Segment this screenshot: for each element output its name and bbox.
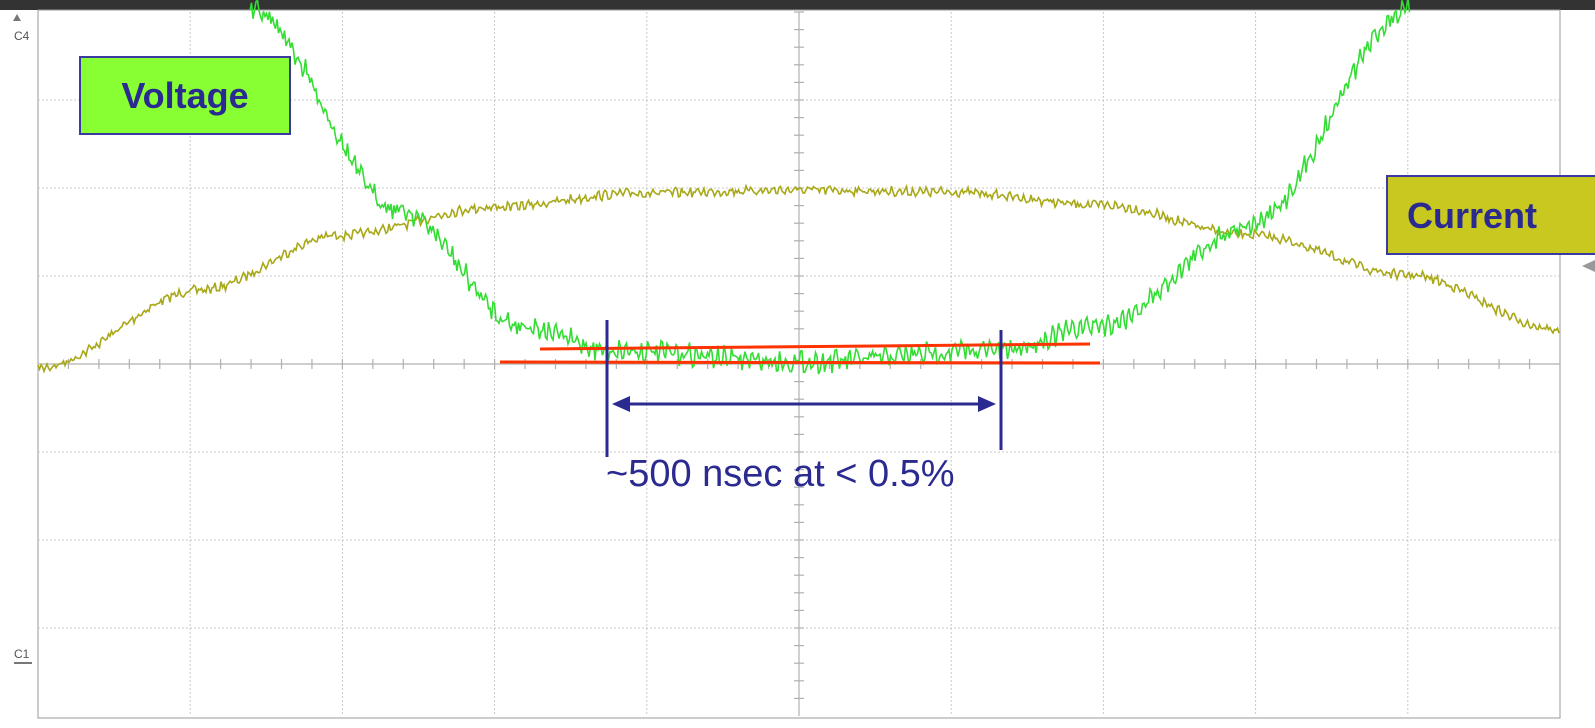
- reference-line: [500, 362, 1100, 363]
- channel-marker: C4: [14, 29, 30, 43]
- page: {"labels": {"voltage": "Voltage", "curre…: [0, 0, 1595, 728]
- channel-marker: C1: [14, 647, 30, 661]
- current-label: Current: [1407, 195, 1537, 236]
- voltage-label: Voltage: [121, 75, 248, 116]
- annotation: ~500 nsec at < 0.5%: [606, 453, 955, 495]
- top-bar: [0, 0, 1595, 10]
- scope-screen: ~500 nsec at < 0.5% Voltage Current C4 C…: [0, 0, 1595, 728]
